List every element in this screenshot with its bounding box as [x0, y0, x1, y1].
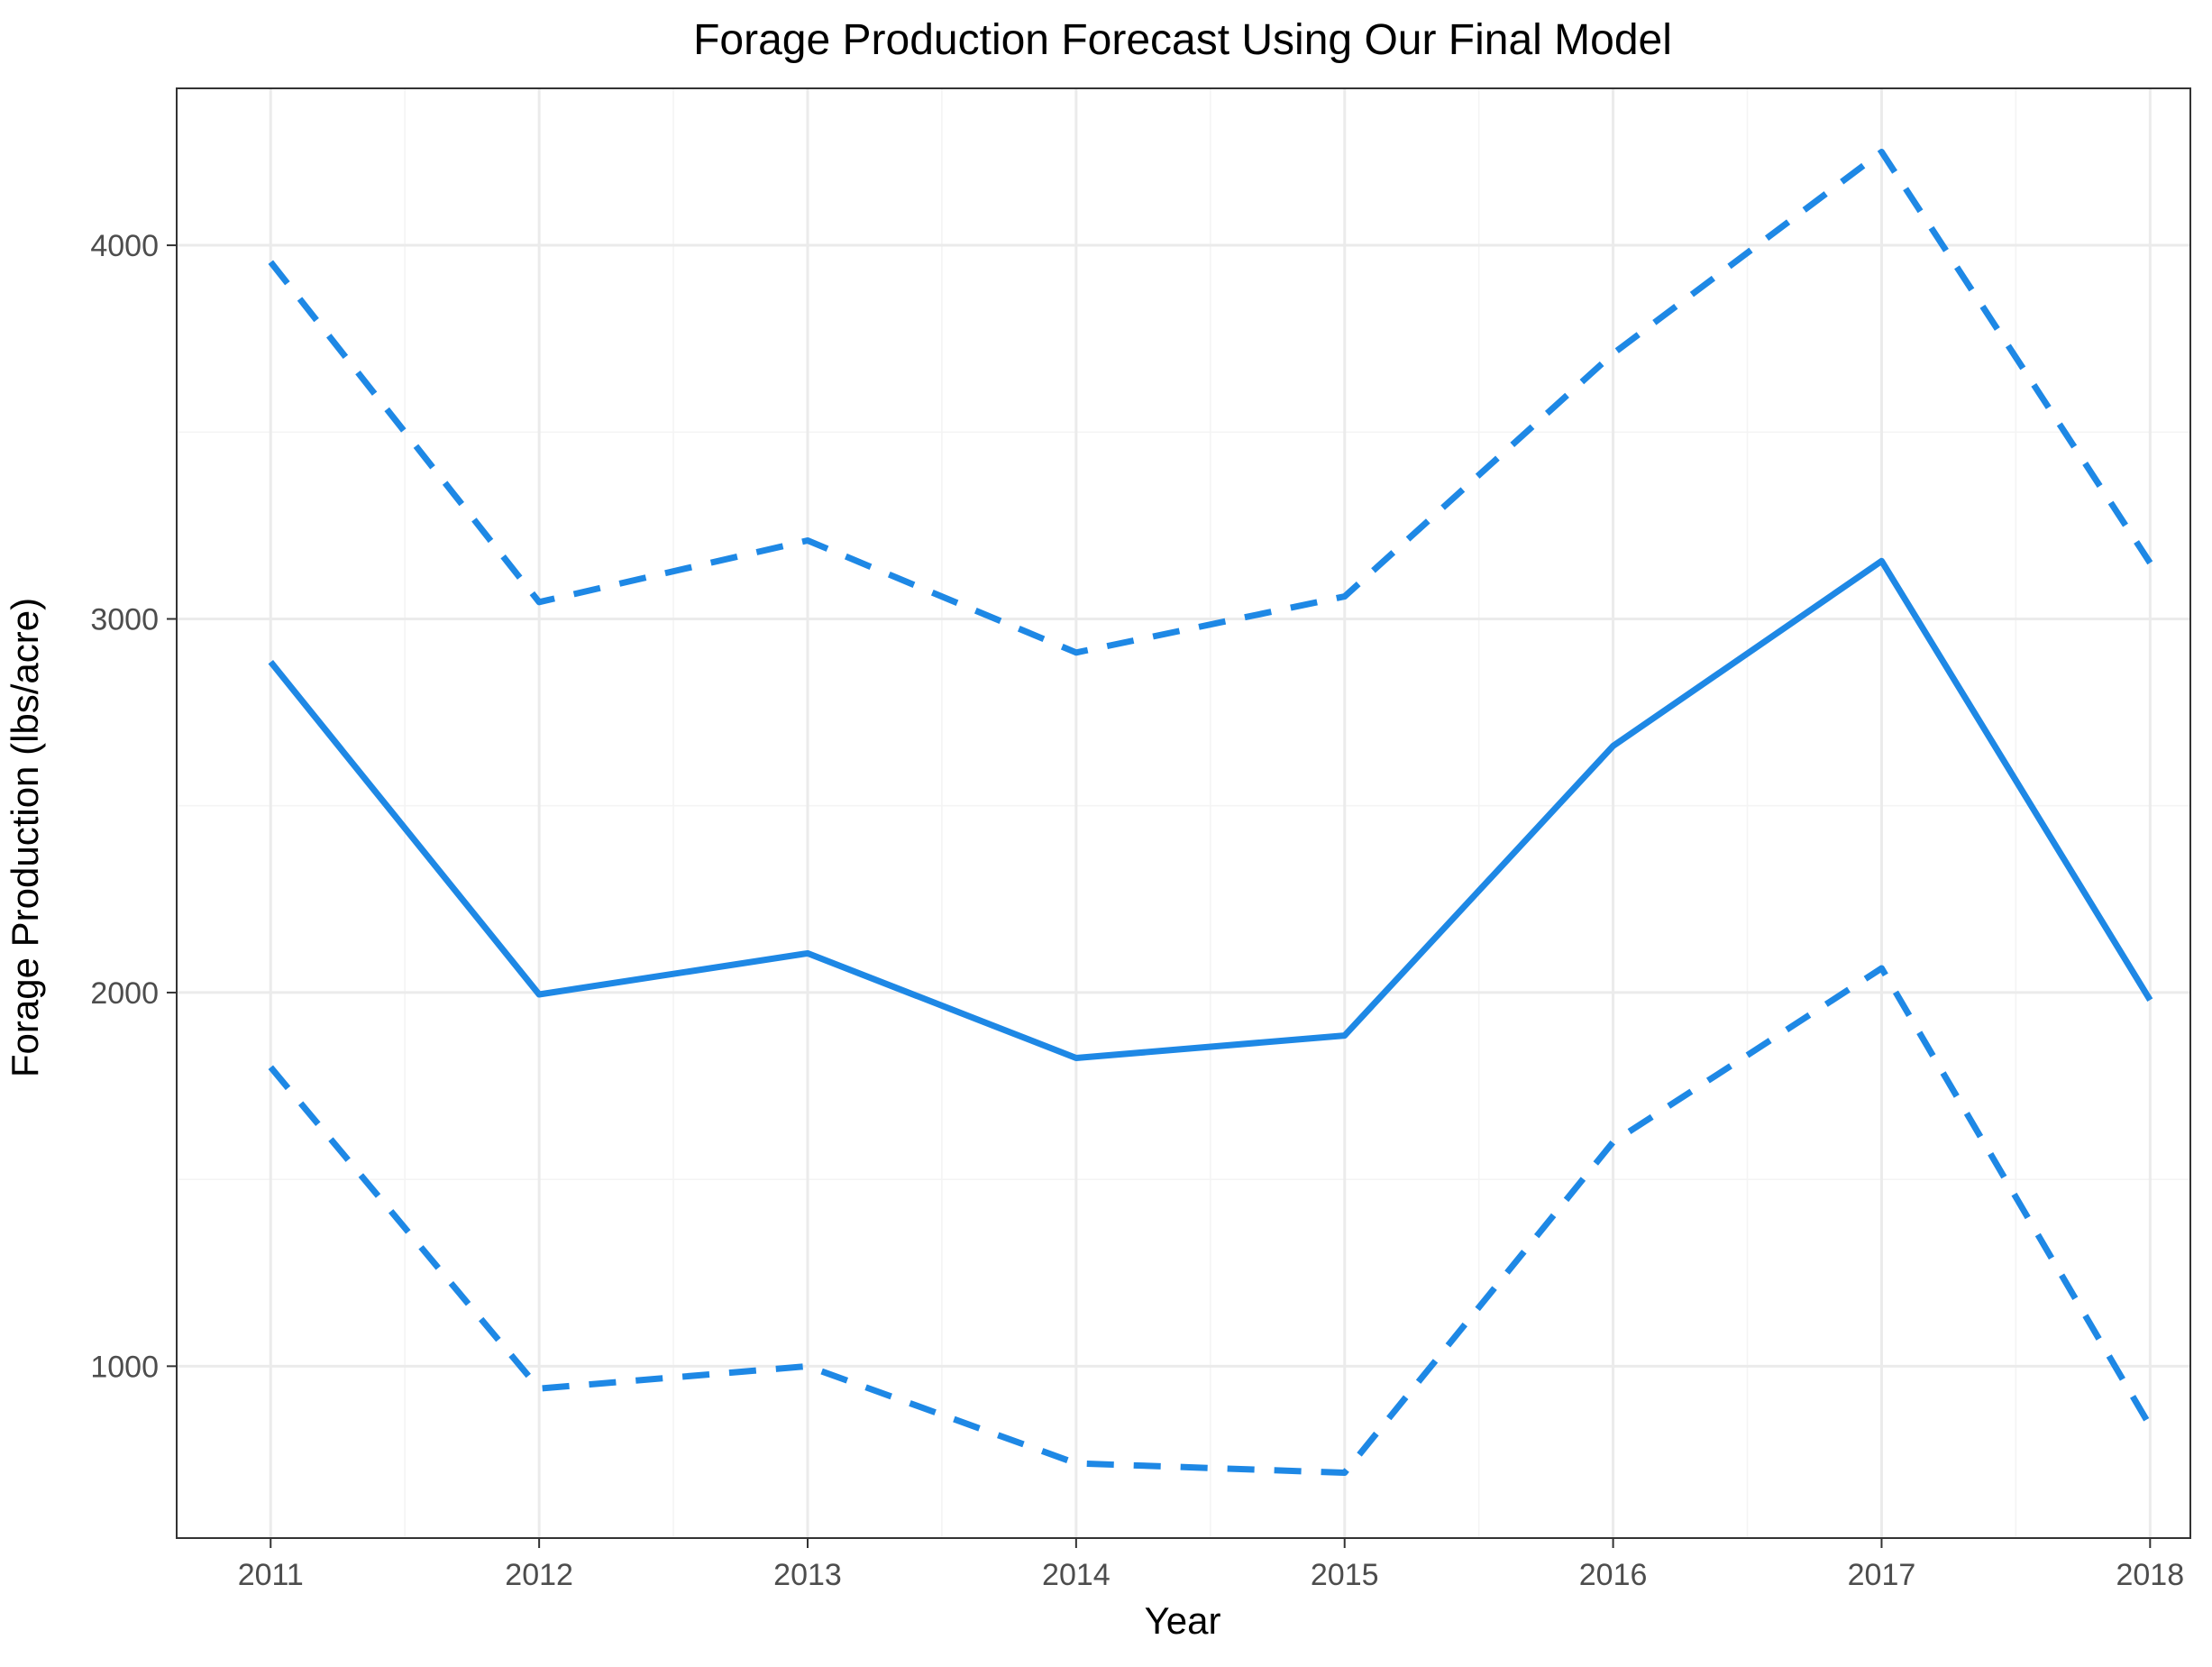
axis-ticks — [167, 244, 2152, 1548]
lower-series-line — [268, 965, 2153, 1476]
y-tick-label: 4000 — [90, 229, 159, 263]
x-tick-label: 2012 — [505, 1558, 573, 1592]
x-tick-label: 2017 — [1848, 1558, 1916, 1592]
x-tick-label: 2011 — [238, 1558, 304, 1592]
y-axis-tick-labels: 1000 2000 3000 4000 — [90, 229, 159, 1384]
panel-border — [176, 87, 2191, 1539]
series-layer — [268, 149, 2153, 1476]
x-tick-label: 2014 — [1042, 1558, 1111, 1592]
upper-series-line — [268, 149, 2153, 656]
y-tick-label: 3000 — [90, 602, 159, 637]
major-gridlines — [177, 88, 2190, 1538]
x-tick-label: 2015 — [1311, 1558, 1379, 1592]
y-tick-label: 2000 — [90, 976, 159, 1011]
forecast-series-line — [268, 557, 2153, 1061]
y-tick-label: 1000 — [90, 1350, 159, 1384]
x-tick-label: 2013 — [773, 1558, 842, 1592]
x-tick-label: 2018 — [2116, 1558, 2184, 1592]
y-axis-title: Forage Production (lbs/acre) — [4, 598, 46, 1077]
x-tick-label: 2016 — [1579, 1558, 1648, 1592]
x-axis-tick-labels: 2011 2012 2013 2014 2015 2016 2017 2018 — [238, 1558, 2184, 1592]
chart-title: Forage Production Forecast Using Our Fin… — [693, 16, 1672, 64]
minor-gridlines — [177, 88, 2190, 1538]
x-axis-title: Year — [1145, 1599, 1221, 1642]
